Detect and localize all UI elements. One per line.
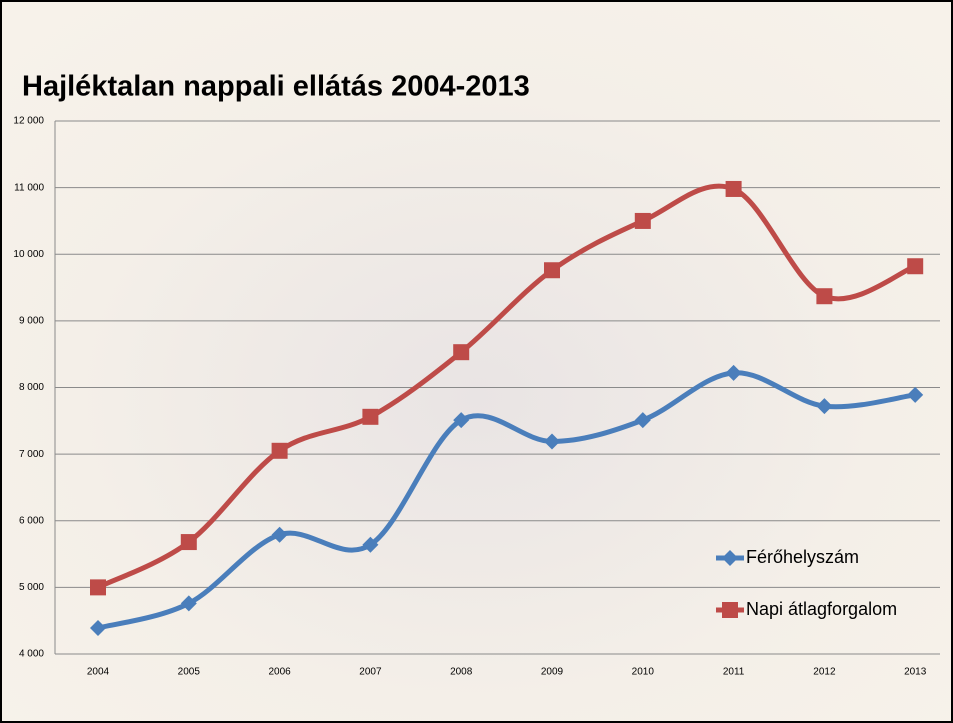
y-tick-label: 6 000 [19,515,44,526]
y-tick-label: 12 000 [13,116,44,127]
page: Hajléktalan nappali ellátás 2004-2013 4 … [0,0,953,723]
y-tick-label: 7 000 [19,449,44,460]
square-marker [635,213,651,229]
x-tick-label: 2009 [541,667,564,678]
legend-label: Napi átlagforgalom [746,599,897,619]
square-marker [362,409,378,425]
y-tick-label: 4 000 [19,649,44,660]
x-tick-label: 2010 [632,667,655,678]
square-marker [544,262,560,278]
x-tick-label: 2008 [450,667,473,678]
x-tick-label: 2013 [904,667,927,678]
chart-title: Hajléktalan nappali ellátás 2004-2013 [22,71,530,103]
x-tick-label: 2005 [178,667,201,678]
x-tick-label: 2007 [359,667,382,678]
y-tick-label: 8 000 [19,382,44,393]
square-marker [272,443,288,459]
square-marker [90,579,106,595]
square-marker [181,534,197,550]
legend-label: Férőhelyszám [746,547,859,567]
square-marker [907,258,923,274]
square-marker [722,602,738,618]
y-tick-label: 11 000 [14,182,44,193]
y-tick-label: 10 000 [13,249,44,260]
square-marker [726,181,742,197]
slide: Hajléktalan nappali ellátás 2004-2013 4 … [0,0,953,723]
y-tick-label: 5 000 [19,582,44,593]
square-marker [453,344,469,360]
x-tick-label: 2012 [813,667,836,678]
x-tick-label: 2006 [268,667,291,678]
x-tick-label: 2011 [723,667,745,678]
square-marker [816,288,832,304]
y-tick-label: 9 000 [19,316,44,327]
x-tick-label: 2004 [87,667,110,678]
